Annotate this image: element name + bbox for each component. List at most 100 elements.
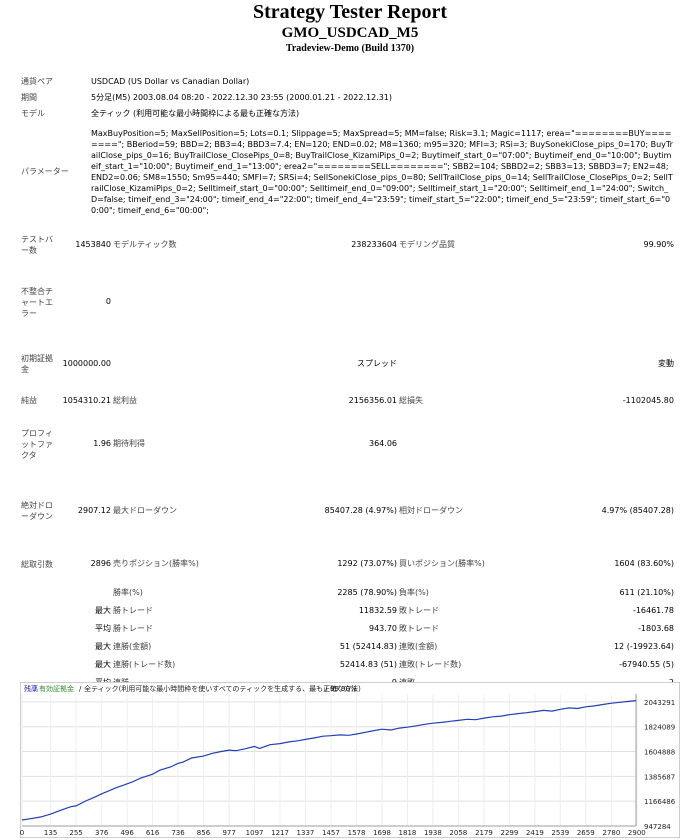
ticks-label: モデルティック数 [113, 240, 177, 249]
abs-dd-value: 2907.12 [77, 506, 111, 515]
x-tick-label: 2539 [551, 829, 569, 837]
x-tick-label: 496 [120, 829, 134, 837]
x-tick-label: 2419 [526, 829, 544, 837]
x-tick-label: 2299 [501, 829, 519, 837]
loss-value: 611 (21.10%) [619, 588, 674, 597]
quality-label: モデリング品質 [399, 240, 455, 249]
cons-win-cnt-value: 52414.83 (51) [339, 660, 397, 669]
model-label: モデル [21, 109, 45, 118]
report-server: Tradeview-Demo (Build 1370) [285, 43, 415, 54]
max-word-3: 最大 [95, 660, 111, 669]
report-table: 通貨ペア USDCAD (US Dollar vs Canadian Dolla… [20, 74, 675, 692]
x-tick-label: 2058 [449, 829, 467, 837]
pair-label: 通貨ペア [21, 77, 53, 86]
max-dd-value: 85407.28 (4.97%) [324, 506, 397, 515]
period-value: 5分足(M5) 2003.08.04 08:20 - 2022.12.30 23… [91, 93, 393, 102]
pf-label: プロフィットファクタ [21, 428, 53, 460]
short-value: 1292 (73.07%) [337, 559, 397, 568]
legend-slash-2: / [79, 685, 82, 693]
x-tick-label: 2900 [628, 829, 646, 837]
y-tick-label: 1824089 [644, 724, 675, 732]
legend-slash-3: / [325, 685, 328, 693]
max-loss-label: 敗トレード [399, 606, 439, 615]
x-tick-label: 1337 [297, 829, 315, 837]
model-value: 全ティック (利用可能な最小時間枠による最も正確な方法) [91, 109, 300, 118]
x-axis: 0 135 255 376 496 616 736 856 977 1097 1217 1337 145… [20, 829, 646, 837]
x-tick-label: 1938 [424, 829, 442, 837]
spread-label: スプレッド [357, 359, 397, 368]
win-label: 勝率(%) [113, 588, 143, 597]
balance-line [21, 700, 637, 821]
avg-win-value: 943.70 [369, 624, 397, 633]
pair-value: USDCAD (US Dollar vs Canadian Dollar) [91, 77, 250, 86]
bars-value: 1453840 [75, 240, 111, 249]
ticks-value: 238233604 [351, 240, 397, 249]
avg-loss-label: 敗トレード [399, 624, 439, 633]
legend-equity: 有効証拠金 [39, 684, 74, 693]
x-tick-label: 1097 [246, 829, 264, 837]
x-tick-label: 376 [95, 829, 109, 837]
long-value: 1604 (83.60%) [614, 559, 674, 568]
x-tick-label: 1578 [348, 829, 366, 837]
trades-label: 総取引数 [21, 559, 53, 569]
period-label: 期間 [21, 93, 37, 102]
legend-balance: 残高 [24, 684, 38, 693]
y-tick-label: 1385687 [644, 773, 675, 781]
cons-win-cnt-label: 連勝(トレード数) [113, 660, 176, 669]
x-tick-label: 135 [44, 829, 57, 837]
y-tick-label: 2043291 [644, 699, 675, 707]
x-tick-label: 255 [69, 829, 82, 837]
max-win-label: 勝トレード [113, 606, 153, 615]
cons-loss-amt-label: 連敗(金額) [399, 642, 438, 651]
cons-loss-cnt-label: 連敗(トレード数) [399, 660, 462, 669]
max-word-2: 最大 [95, 642, 111, 651]
cons-win-amt-value: 51 (52414.83) [339, 642, 397, 651]
x-tick-label: 736 [171, 829, 185, 837]
params-label: パラメーター [21, 167, 69, 176]
long-label: 買いポジション(勝率%) [399, 559, 485, 568]
gross-profit-label: 総利益 [113, 396, 137, 405]
cons-win-amt-label: 連勝(金額) [113, 642, 152, 651]
avg-loss-value: -1803.68 [638, 624, 674, 633]
legend-note: 全ティック(利用可能な最小時間枠を使いすべてのティックを生成する、最も正確な方法… [84, 684, 361, 693]
spread-value: 変動 [658, 359, 674, 368]
report-symbol: GMO_USDCAD_M5 [281, 25, 419, 41]
max-win-value: 11832.59 [358, 606, 397, 615]
net-label: 純益 [21, 396, 37, 405]
bars-label: テストバー数 [21, 235, 53, 255]
trades-value: 2896 [90, 559, 111, 568]
y-tick-label: 947284 [644, 823, 671, 831]
win-value: 2285 (78.90%) [337, 588, 397, 597]
x-tick-label: 1217 [271, 829, 289, 837]
chart-frame [20, 682, 680, 838]
x-tick-label: 2659 [577, 829, 595, 837]
net-value: 1054310.21 [62, 396, 111, 405]
legend-quality: 99.90% [330, 685, 357, 693]
loss-label: 負率(%) [399, 588, 429, 597]
deposit-value: 1000000.00 [62, 359, 111, 368]
x-tick-label: 1698 [373, 829, 391, 837]
chart-series [21, 700, 637, 821]
abs-dd-label: 絶対ドローダウン [21, 501, 53, 521]
balance-chart: 2043291 1824089 1604888 1385687 1166486 94728… [20, 682, 680, 838]
avg-word: 平均 [95, 624, 111, 633]
y-tick-label: 1166486 [644, 798, 676, 806]
avg-win-label: 勝トレード [113, 624, 153, 633]
rel-dd-value: 4.97% (85407.28) [601, 506, 674, 515]
cons-loss-amt-value: 12 (-19923.64) [613, 642, 674, 651]
gross-loss-value: -1102045.80 [622, 396, 674, 405]
legend-slash-1: / [34, 685, 37, 693]
x-tick-label: 1457 [322, 829, 340, 837]
max-loss-value: -16461.78 [632, 606, 674, 615]
gross-loss-label: 総損失 [399, 396, 423, 405]
gross-profit-value: 2156356.01 [348, 396, 397, 405]
x-tick-label: 856 [197, 829, 211, 837]
x-tick-label: 0 [20, 829, 24, 837]
x-tick-label: 2780 [602, 829, 620, 837]
params-value: MaxBuyPosition=5; MaxSellPosition=5; Lot… [91, 129, 673, 215]
cons-loss-cnt-value: -67940.55 (5) [619, 660, 674, 669]
short-label: 売りポジション(勝率%) [113, 559, 199, 568]
y-axis: 2043291 1824089 1604888 1385687 1166486 94728… [644, 699, 676, 831]
x-tick-label: 616 [146, 829, 160, 837]
mismatch-value: 0 [105, 297, 111, 306]
